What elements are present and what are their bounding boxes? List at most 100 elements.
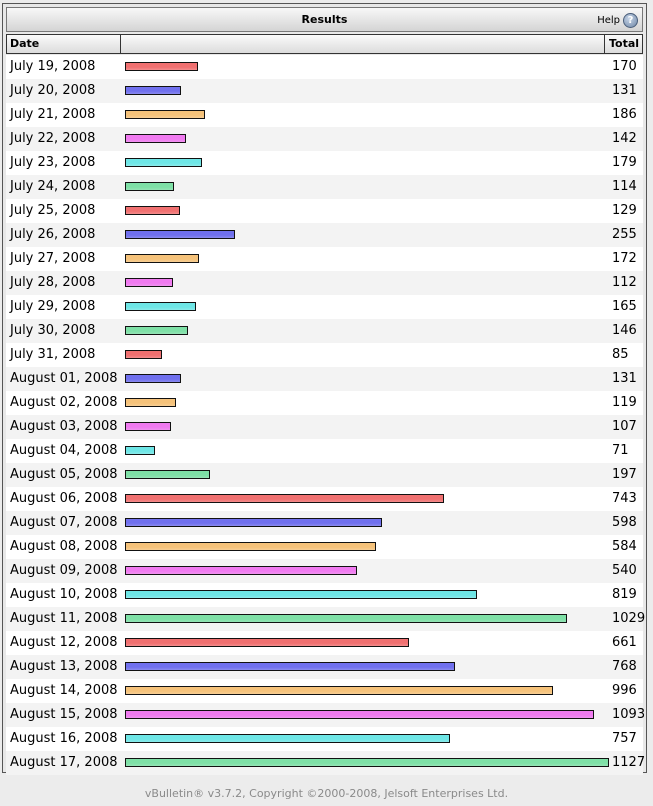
total-value: 131 [612, 83, 637, 98]
date-label: July 31, 2008 [10, 347, 96, 362]
table-row: August 03, 2008 107 [6, 415, 643, 439]
value-bar [125, 758, 609, 767]
value-bar [125, 326, 188, 335]
total-value: 85 [612, 347, 629, 362]
table-row: August 07, 2008 598 [6, 511, 643, 535]
table-row: July 29, 2008 165 [6, 295, 643, 319]
total-value: 743 [612, 491, 637, 506]
help-label[interactable]: Help [597, 14, 620, 26]
value-bar [125, 662, 455, 671]
total-value: 255 [612, 227, 637, 242]
total-value: 131 [612, 371, 637, 386]
total-value: 819 [612, 587, 637, 602]
date-label: August 04, 2008 [10, 443, 118, 458]
table-header: Date Total [6, 34, 643, 54]
value-bar [125, 62, 198, 71]
value-bar [125, 230, 235, 239]
value-bar [125, 686, 553, 695]
total-value: 768 [612, 659, 637, 674]
table-row: July 23, 2008 179 [6, 151, 643, 175]
date-label: August 12, 2008 [10, 635, 118, 650]
date-label: July 22, 2008 [10, 131, 96, 146]
table-row: August 12, 2008 661 [6, 631, 643, 655]
date-label: July 30, 2008 [10, 323, 96, 338]
value-bar [125, 494, 444, 503]
table-row: August 14, 2008 996 [6, 679, 643, 703]
value-bar [125, 182, 174, 191]
date-label: August 06, 2008 [10, 491, 118, 506]
date-label: August 02, 2008 [10, 395, 118, 410]
date-label: July 23, 2008 [10, 155, 96, 170]
value-bar [125, 446, 155, 455]
date-label: July 19, 2008 [10, 59, 96, 74]
date-label: August 15, 2008 [10, 707, 118, 722]
help-question-icon[interactable]: ? [623, 12, 638, 28]
value-bar [125, 374, 181, 383]
table-row: July 19, 2008 170 [6, 55, 643, 79]
value-bar [125, 614, 567, 623]
table-row: July 22, 2008 142 [6, 127, 643, 151]
total-value: 661 [612, 635, 637, 650]
date-label: August 10, 2008 [10, 587, 118, 602]
total-value: 129 [612, 203, 637, 218]
results-panel: Results Help ? Date Total July 19, 2008 1… [2, 3, 647, 775]
date-label: August 16, 2008 [10, 731, 118, 746]
total-value: 112 [612, 275, 637, 290]
total-value: 598 [612, 515, 637, 530]
table-row: July 27, 2008 172 [6, 247, 643, 271]
footer-copyright: vBulletin® v3.7.2, Copyright ©2000-2008,… [144, 787, 509, 800]
table-row: August 08, 2008 584 [6, 535, 643, 559]
table-row: July 21, 2008 186 [6, 103, 643, 127]
total-value: 165 [612, 299, 637, 314]
table-row: August 09, 2008 540 [6, 559, 643, 583]
total-value: 1127 [612, 755, 646, 770]
column-header-date: Date [7, 35, 121, 53]
date-label: July 28, 2008 [10, 275, 96, 290]
value-bar [125, 518, 382, 527]
total-value: 186 [612, 107, 637, 122]
table-row: August 17, 2008 1127 [6, 751, 646, 775]
date-label: August 05, 2008 [10, 467, 118, 482]
total-value: 584 [612, 539, 637, 554]
total-value: 996 [612, 683, 637, 698]
value-bar [125, 254, 199, 263]
total-value: 172 [612, 251, 637, 266]
table-row: July 24, 2008 114 [6, 175, 643, 199]
value-bar [125, 158, 202, 167]
value-bar [125, 86, 181, 95]
total-value: 146 [612, 323, 637, 338]
date-label: August 09, 2008 [10, 563, 118, 578]
table-row: August 13, 2008 768 [6, 655, 643, 679]
table-row: July 30, 2008 146 [6, 319, 643, 343]
date-label: July 25, 2008 [10, 203, 96, 218]
date-label: August 13, 2008 [10, 659, 118, 674]
date-label: July 29, 2008 [10, 299, 96, 314]
total-value: 114 [612, 179, 637, 194]
table-row: July 31, 2008 85 [6, 343, 643, 367]
value-bar [125, 590, 477, 599]
results-header: Results Help ? [6, 7, 643, 32]
value-bar [125, 206, 180, 215]
value-bar [125, 734, 450, 743]
date-label: August 03, 2008 [10, 419, 118, 434]
total-value: 170 [612, 59, 637, 74]
date-label: August 11, 2008 [10, 611, 118, 626]
value-bar [125, 422, 171, 431]
value-bar [125, 638, 409, 647]
total-value: 142 [612, 131, 637, 146]
table-row: August 05, 2008 197 [6, 463, 643, 487]
date-label: July 24, 2008 [10, 179, 96, 194]
date-label: August 08, 2008 [10, 539, 118, 554]
table-row: August 10, 2008 819 [6, 583, 643, 607]
date-label: July 26, 2008 [10, 227, 96, 242]
table-row: July 20, 2008 131 [6, 79, 643, 103]
table-row: August 11, 2008 1029 [6, 607, 645, 631]
value-bar [125, 710, 594, 719]
table-row: August 15, 2008 1093 [6, 703, 645, 727]
total-value: 179 [612, 155, 637, 170]
table-row: August 06, 2008 743 [6, 487, 643, 511]
total-value: 119 [612, 395, 637, 410]
value-bar [125, 566, 357, 575]
help-link[interactable]: Help ? [597, 11, 638, 29]
value-bar [125, 542, 376, 551]
